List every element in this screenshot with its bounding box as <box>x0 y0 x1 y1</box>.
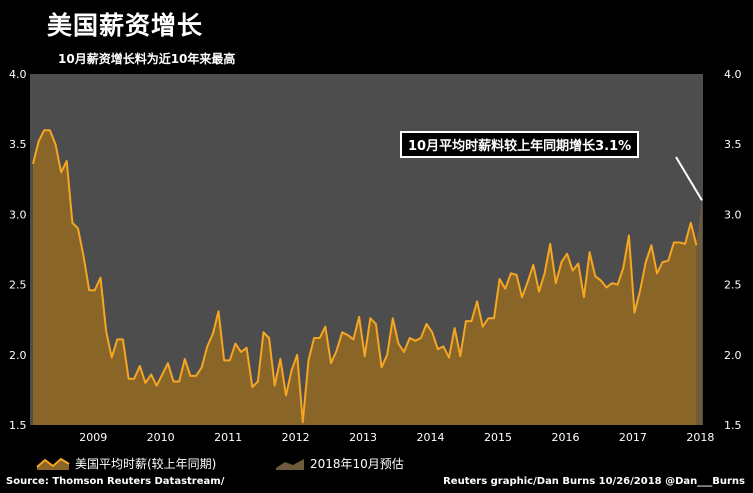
area-layer <box>32 129 702 425</box>
y-tick-label-left: 2.0 <box>9 349 27 362</box>
x-tick-label: 2015 <box>484 431 512 444</box>
callout-pointer <box>675 156 703 201</box>
estimate-area <box>696 200 702 425</box>
legend-label-series1: 美国平均时薪(较上年同期) <box>75 456 217 471</box>
x-tick-label: 2016 <box>551 431 579 444</box>
legend-label-series2: 2018年10月预估 <box>310 456 404 471</box>
chart-title: 美国薪资增长 <box>47 11 204 40</box>
legend-area-swatch <box>276 459 304 470</box>
legend-item-series1: 美国平均时薪(较上年同期) <box>36 455 216 471</box>
y-tick-label-right: 3.0 <box>724 208 742 221</box>
y-tick-label-left: 3.0 <box>9 208 27 221</box>
series-line <box>32 129 698 424</box>
y-axis-left: 1.5 2.0 2.5 3.0 3.5 4.0 <box>9 68 27 432</box>
callout-box: 10月平均时薪料较上年同期增长3.1% <box>400 131 640 158</box>
x-tick-label: 2010 <box>147 431 175 444</box>
y-tick-label-right: 1.5 <box>724 419 742 432</box>
credit-note: Reuters graphic/Dan Burns 10/26/2018 @Da… <box>443 476 745 487</box>
x-tick-label: 2018 <box>686 431 714 444</box>
y-tick-label-left: 4.0 <box>9 68 27 81</box>
x-tick-label: 2013 <box>349 431 377 444</box>
source-note: Source: Thomson Reuters Datastream/ <box>6 476 225 487</box>
series-area-fill <box>33 130 702 425</box>
x-tick-label: 2012 <box>282 431 310 444</box>
x-axis: 2009 2010 2011 2012 2013 2014 2015 2016 2017 2018 <box>79 431 714 444</box>
chart-subtitle: 10月薪资增长料为近10年来最高 <box>58 52 236 66</box>
legend-item-series2: 2018年10月预估 <box>275 455 404 471</box>
x-tick-label: 2017 <box>619 431 647 444</box>
x-tick-label: 2011 <box>214 431 242 444</box>
y-axis-right: 1.5 2.0 2.5 3.0 3.5 4.0 <box>724 68 742 432</box>
y-tick-label-left: 3.5 <box>9 138 27 151</box>
y-tick-label-right: 2.0 <box>724 349 742 362</box>
y-tick-label-right: 4.0 <box>724 68 742 81</box>
y-tick-label-left: 1.5 <box>9 419 27 432</box>
y-tick-label-right: 2.5 <box>724 279 742 292</box>
x-tick-label: 2009 <box>79 431 107 444</box>
x-tick-label: 2014 <box>417 431 445 444</box>
y-tick-label-right: 3.5 <box>724 138 742 151</box>
legend-line-swatch <box>36 457 70 470</box>
y-tick-label-left: 2.5 <box>9 279 27 292</box>
